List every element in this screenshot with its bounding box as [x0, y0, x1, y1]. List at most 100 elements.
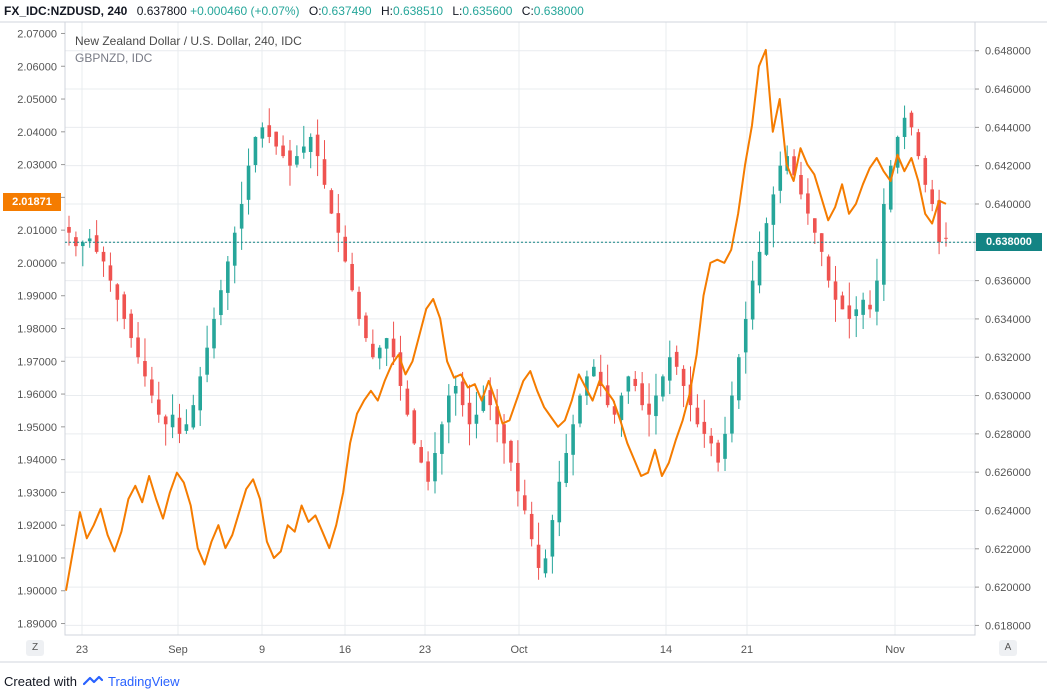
gbpnzd-line-series — [65, 48, 947, 591]
symbol-header: FX_IDC:NZDUSD, 240 0.637800 +0.000460 (+… — [0, 0, 1047, 22]
candle-body — [626, 376, 631, 392]
candle-body — [474, 414, 479, 424]
candle-body — [398, 352, 403, 386]
right-tick-label: 0.636000 — [985, 276, 1031, 288]
low-value: 0.635600 — [462, 4, 513, 18]
time-tick-label: Nov — [885, 644, 905, 656]
candle-body — [198, 376, 203, 411]
candle-body — [412, 410, 417, 444]
candle-body — [661, 376, 665, 397]
high-value: 0.638510 — [392, 4, 444, 18]
candle-body — [129, 313, 133, 339]
time-tick-label: Oct — [510, 644, 527, 656]
chart-frame — [0, 21, 1047, 663]
left-tick-label: 2.05000 — [17, 94, 57, 106]
time-tick-label: 21 — [741, 644, 753, 656]
candle-body — [350, 263, 354, 291]
auto-scale-button[interactable]: A — [999, 640, 1017, 656]
time-tick-label: 23 — [76, 644, 88, 656]
left-tick-label: 2.03000 — [17, 160, 57, 172]
candle-body — [557, 481, 562, 523]
candle-body — [274, 131, 278, 147]
high-label: H: — [380, 4, 393, 18]
left-tick-label: 1.93000 — [17, 487, 57, 499]
candle-body — [861, 299, 865, 315]
candle-body — [315, 134, 320, 157]
candle-body — [647, 403, 651, 415]
candle-body — [612, 406, 617, 415]
candle-body — [226, 261, 230, 293]
main-series-label[interactable]: New Zealand Dollar / U.S. Dollar, 240, I… — [75, 34, 302, 48]
tradingview-link[interactable]: TradingView — [108, 674, 180, 689]
candle-body — [74, 237, 78, 247]
right-tick-label: 0.622000 — [985, 544, 1031, 556]
candle-body — [440, 424, 444, 454]
created-with-text: Created with — [4, 674, 77, 689]
candle-body — [799, 174, 803, 195]
candle-body — [688, 384, 693, 406]
grid-lines — [65, 22, 975, 635]
left-tick-label: 2.06000 — [17, 61, 57, 73]
left-tick-label: 1.91000 — [17, 553, 57, 565]
candle-body — [212, 318, 216, 349]
candle-body — [232, 232, 237, 266]
candle-body — [288, 150, 292, 166]
right-tick-label: 0.626000 — [985, 467, 1031, 479]
candle-body — [916, 132, 921, 157]
right-price-axis[interactable]: 0.648000 0.646000 0.644000 0.642000 0.640000… — [975, 46, 1031, 633]
candle-body — [764, 223, 769, 255]
candle-body — [792, 156, 796, 176]
candle-body — [143, 361, 147, 377]
candle-body — [136, 337, 140, 358]
zoom-button[interactable]: Z — [26, 640, 44, 656]
candlestick-series — [67, 105, 948, 580]
candle-body — [592, 366, 596, 377]
candle-body — [847, 305, 852, 319]
candle-body — [281, 145, 285, 157]
candle-body — [460, 381, 465, 406]
candle-body — [640, 383, 644, 406]
candle-body — [771, 194, 776, 225]
candle-body — [695, 407, 700, 425]
candle-body — [902, 117, 907, 137]
candle-body — [654, 395, 658, 417]
left-tick-label: 1.97000 — [17, 356, 57, 368]
left-tick-label: 1.89000 — [17, 619, 57, 631]
candle-body — [371, 343, 375, 358]
close-label: C: — [521, 4, 534, 18]
candle-body — [447, 395, 451, 423]
time-axis[interactable]: 23 Sep 9 16 23 Oct 14 21 Nov — [76, 644, 905, 656]
candle-body — [585, 376, 589, 396]
candle-body — [184, 424, 189, 431]
candle-body — [882, 203, 886, 285]
left-tick-label: 2.00000 — [17, 258, 57, 270]
candle-body — [737, 357, 741, 401]
candle-body — [426, 461, 430, 482]
footer-attribution: Created with TradingView — [4, 671, 180, 693]
right-tick-label: 0.618000 — [985, 620, 1031, 632]
left-tick-label: 2.07000 — [17, 28, 57, 40]
overlay-series-label[interactable]: GBPNZD, IDC — [75, 51, 153, 65]
candle-body — [619, 395, 624, 421]
candle-body — [122, 294, 127, 319]
candle-body — [598, 371, 603, 386]
candle-body — [467, 402, 472, 425]
candle-body — [239, 203, 244, 229]
nzdusd-last-price-tag: 0.638000 — [976, 233, 1042, 252]
left-price-axis[interactable]: 2.070002.060002.050002.040002.030002.020… — [17, 28, 65, 631]
candle-body — [481, 395, 486, 411]
candle-body — [564, 453, 568, 483]
symbol-name[interactable]: FX_IDC:NZDUSD, 240 — [4, 4, 128, 18]
candle-body — [826, 256, 831, 281]
candle-body — [150, 379, 154, 396]
left-tick-label: 1.98000 — [17, 324, 57, 336]
left-tick-label: 1.92000 — [17, 520, 57, 532]
candle-body — [723, 433, 727, 459]
right-tick-label: 0.620000 — [985, 582, 1031, 594]
candle-body — [667, 357, 672, 381]
candle-body — [778, 165, 783, 191]
candle-body — [357, 291, 361, 319]
candle-body — [522, 495, 527, 511]
candle-body — [516, 462, 520, 492]
